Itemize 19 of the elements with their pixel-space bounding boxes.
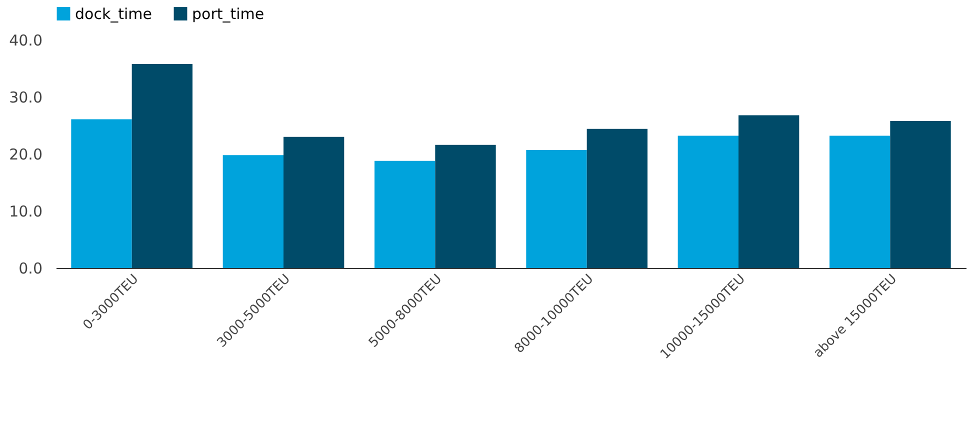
bar (374, 160, 436, 268)
bar (890, 120, 951, 268)
bar (435, 144, 496, 268)
bar (526, 150, 587, 268)
y-tick-label: 20.0 (9, 146, 42, 164)
bar (830, 136, 890, 268)
y-tick-label: 10.0 (9, 202, 42, 220)
bar (222, 155, 284, 268)
y-tick-label: 40.0 (9, 32, 42, 50)
y-tick-label: 30.0 (9, 88, 42, 106)
legend-label: dock_time (75, 4, 152, 23)
y-tick-label: 0.0 (18, 260, 42, 278)
bar (132, 64, 192, 268)
bar (678, 136, 738, 268)
bar (284, 136, 344, 268)
bar (71, 119, 132, 268)
bar (586, 128, 648, 268)
bar (738, 115, 800, 268)
legend-label: port_time (192, 4, 264, 23)
